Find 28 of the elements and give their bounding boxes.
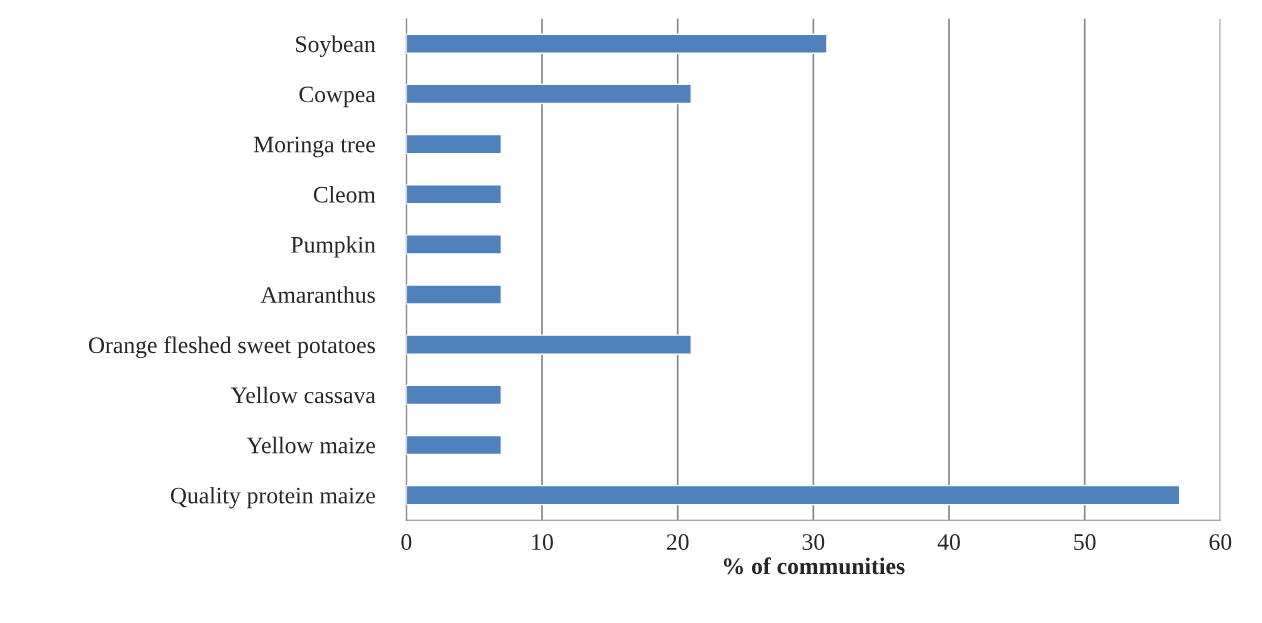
y-tick-label: Amaranthus [260,286,375,303]
x-axis-title: % of communities [723,557,905,575]
bar [406,334,692,355]
y-tick-label: Moringa tree [253,136,375,158]
y-tick-label: Soybean [296,35,376,58]
bar [406,484,1181,506]
y-tick-label: Pumpkin [291,236,376,258]
y-tick-label: Yellow cassava [230,386,376,404]
bar [406,33,828,54]
y-tick-label: Yellow maize [246,436,375,454]
bar [406,284,503,305]
x-tick-label: 0 [401,534,412,551]
bar [406,384,503,406]
bar [406,83,692,105]
bar [406,434,503,456]
y-tick-label: Cowpea [299,86,376,108]
y-tick-label: Orange fleshed sweet potatoes [88,336,375,359]
bar [406,234,503,255]
x-tick-label: 60 [1209,534,1232,551]
bar [406,183,503,205]
x-tick-label: 30 [802,534,825,551]
y-tick-label: Cleom [313,186,376,203]
x-tick-label: 20 [666,534,689,551]
y-tick-label: Quality protein maize [170,486,375,509]
bar [406,133,503,155]
x-tick-label: 50 [1074,534,1096,551]
x-tick-label: 10 [532,534,553,551]
x-tick-label: 40 [937,534,960,551]
